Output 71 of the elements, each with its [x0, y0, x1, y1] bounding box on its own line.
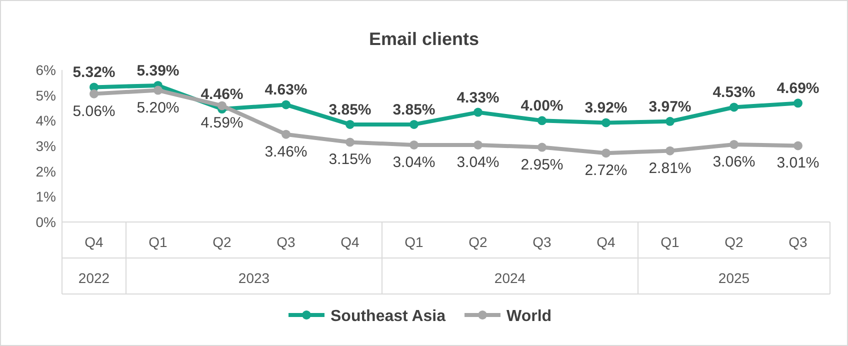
point: [282, 130, 290, 139]
data-label: 5.06%: [72, 102, 116, 120]
text: 2023: [238, 270, 270, 286]
data-label: 3.97%: [648, 98, 692, 116]
x-tick-label: Q3: [276, 234, 296, 250]
point: [474, 108, 482, 117]
point: [474, 140, 482, 150]
data-label: 4.59%: [200, 114, 244, 132]
point: [346, 138, 354, 147]
point: [794, 141, 802, 150]
data-label: 5.20%: [136, 99, 180, 116]
point: [666, 116, 674, 126]
x-tick-label: Q1: [148, 234, 168, 250]
x-tick-label: Q2: [468, 234, 488, 250]
data-label: 4.33%: [456, 89, 500, 106]
data-label: 3.01%: [776, 154, 820, 172]
data-label: 4.63%: [264, 82, 308, 99]
point: [410, 120, 418, 129]
x-tick-label: Q4: [84, 234, 104, 250]
text: 2022: [78, 270, 110, 286]
data-label: 3.04%: [456, 154, 500, 171]
y-tick-label: 1%: [36, 188, 56, 205]
point: [602, 148, 610, 158]
text: 2025: [718, 270, 750, 286]
chart-title: Email clients: [368, 29, 480, 49]
data-label: 5.39%: [136, 62, 180, 80]
legend-label: Southeast Asia: [330, 308, 446, 325]
point: [538, 116, 546, 126]
point: [90, 89, 98, 98]
x-tick-label: Q4: [596, 234, 616, 250]
text: 2024: [494, 270, 526, 286]
data-label: 3.46%: [264, 143, 308, 160]
x-tick-label: Q2: [212, 234, 232, 250]
data-label: 3.85%: [328, 101, 372, 118]
point: [794, 98, 802, 108]
legend-label: World: [506, 308, 552, 325]
data-label: 4.46%: [200, 86, 244, 104]
x-tick-label: Q3: [788, 234, 808, 250]
point: [218, 101, 226, 110]
y-tick-label: 3%: [36, 138, 56, 154]
y-tick-label: 0%: [36, 214, 56, 230]
x-tick-label: Q2: [724, 234, 744, 250]
data-label: 4.69%: [776, 80, 820, 98]
data-label: 2.81%: [648, 160, 692, 177]
data-label: 3.06%: [712, 153, 756, 170]
point: [538, 142, 546, 152]
point: [282, 100, 290, 110]
data-label: 2.95%: [520, 156, 564, 174]
data-label: 2.72%: [584, 162, 628, 180]
y-tick-label: 2%: [36, 163, 56, 180]
data-label: 3.85%: [392, 101, 436, 118]
x-tick-label: Q1: [404, 234, 424, 250]
point: [154, 86, 162, 95]
x-tick-label: Q4: [340, 234, 360, 250]
data-label: 5.32%: [72, 64, 116, 82]
data-label: 3.04%: [392, 154, 436, 171]
data-label: 4.53%: [712, 84, 756, 102]
y-tick-label: 5%: [36, 87, 56, 104]
y-tick-label: 4%: [36, 112, 56, 129]
point: [410, 140, 418, 150]
point: [730, 102, 738, 112]
point: [602, 118, 610, 128]
x-tick-label: Q3: [532, 234, 552, 250]
data-label: 4.00%: [520, 98, 564, 115]
data-label: 3.15%: [328, 151, 372, 168]
point: [730, 140, 738, 149]
data-label: 3.92%: [584, 100, 628, 117]
point: [666, 146, 674, 156]
y-tick-label: 6%: [36, 62, 56, 78]
point: [346, 120, 354, 129]
x-tick-label: Q1: [660, 234, 680, 250]
